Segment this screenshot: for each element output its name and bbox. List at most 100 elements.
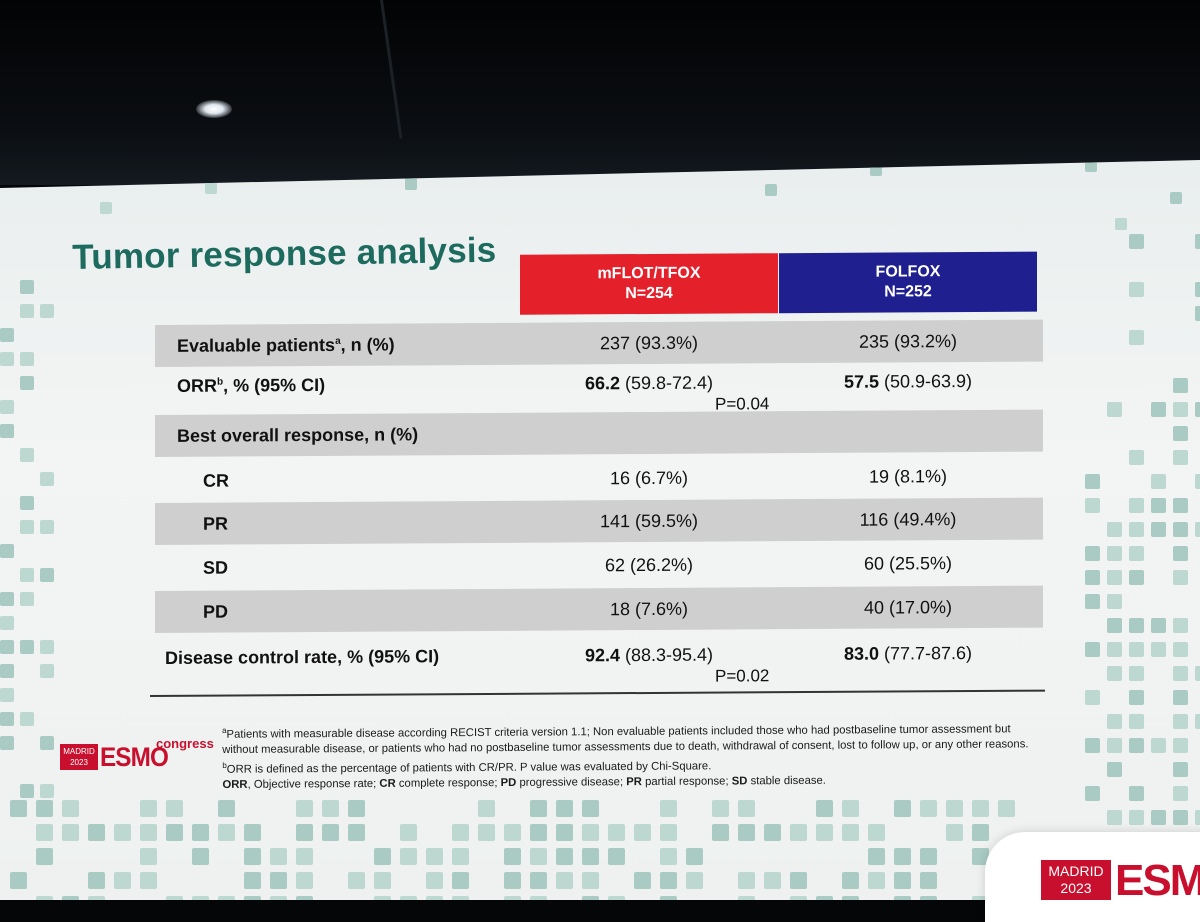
decor-square <box>0 424 14 438</box>
decor-square <box>1085 546 1100 561</box>
square-pattern <box>0 160 1200 900</box>
decor-square <box>1085 570 1100 585</box>
decor-square <box>1151 810 1166 825</box>
decor-square <box>556 872 573 889</box>
decor-square <box>530 872 547 889</box>
decor-square <box>20 496 34 510</box>
decor-square <box>660 800 677 817</box>
decor-square <box>426 848 443 865</box>
decor-square <box>556 848 573 865</box>
column-name-folfox: FOLFOX <box>875 263 941 281</box>
decor-square <box>1195 810 1200 825</box>
decor-square <box>738 896 755 900</box>
value-pr-folfox: 116 (49.4%) <box>859 509 957 530</box>
decor-square <box>816 824 833 841</box>
decor-square <box>244 872 261 889</box>
decor-square <box>1129 330 1144 345</box>
decor-square <box>40 736 54 750</box>
decor-square <box>920 872 937 889</box>
decor-square <box>1107 594 1122 609</box>
decor-square <box>10 872 27 889</box>
decor-square <box>0 688 14 702</box>
decor-square <box>270 848 287 865</box>
decor-square <box>400 896 417 900</box>
decor-square <box>1151 474 1166 489</box>
decor-square <box>660 848 677 865</box>
decor-square <box>0 712 14 726</box>
decor-square <box>946 824 963 841</box>
decor-square <box>452 848 469 865</box>
decor-square <box>894 872 911 889</box>
ceiling-cable <box>380 0 403 139</box>
decor-square <box>0 328 14 342</box>
decor-square <box>140 800 157 817</box>
decor-square <box>1173 450 1188 465</box>
decor-square <box>972 848 989 865</box>
decor-square <box>1115 218 1127 230</box>
decor-square <box>40 520 54 534</box>
decor-square <box>405 178 417 190</box>
value-pd-folfox: 40 (17.0%) <box>863 597 953 618</box>
decor-square <box>36 896 53 900</box>
decor-square <box>868 824 885 841</box>
decor-square <box>556 824 573 841</box>
decor-square <box>1173 498 1188 513</box>
decor-square <box>20 448 34 462</box>
decor-square <box>582 872 599 889</box>
value-sd-folfox: 60 (25.5%) <box>863 553 953 574</box>
decor-square <box>504 848 521 865</box>
decor-square <box>582 896 599 900</box>
decor-square <box>166 824 183 841</box>
decor-square <box>20 712 34 726</box>
decor-square <box>1151 522 1166 537</box>
decor-square <box>1173 522 1188 537</box>
logo-congress: congress <box>156 736 214 751</box>
decor-square <box>374 896 391 900</box>
decor-square <box>1195 666 1200 681</box>
decor-square <box>1085 474 1100 489</box>
column-n-folfox: N=252 <box>884 283 932 301</box>
decor-square <box>894 800 911 817</box>
decor-square <box>1195 234 1200 249</box>
decor-square <box>608 824 625 841</box>
decor-square <box>166 896 183 900</box>
decor-square <box>582 848 599 865</box>
table-row-pr: PR 141 (59.5%) 116 (49.4%) <box>155 497 1043 545</box>
decor-square <box>205 182 217 194</box>
decor-square <box>842 872 859 889</box>
decor-square <box>0 544 14 558</box>
decor-square <box>582 824 599 841</box>
decor-square <box>530 896 547 900</box>
decor-square <box>114 872 131 889</box>
decor-square <box>348 872 365 889</box>
decor-square <box>790 824 807 841</box>
decor-square <box>868 872 885 889</box>
row-label-sd: SD <box>203 557 229 578</box>
decor-square <box>582 800 599 817</box>
footnotes: aPatients with measurable disease accord… <box>222 717 1042 792</box>
value-cr-mflot: 16 (6.7%) <box>609 467 689 489</box>
decor-square <box>1129 714 1144 729</box>
decor-square <box>88 872 105 889</box>
table-row-best-overall: Best overall response, n (%) <box>155 409 1043 457</box>
decor-square <box>1195 306 1200 321</box>
decor-square <box>1107 402 1122 417</box>
decor-square <box>1129 690 1144 705</box>
decor-square <box>20 352 34 366</box>
decorative-squares <box>0 160 1200 900</box>
column-header-mflot: mFLOT/TFOX N=254 <box>520 253 778 315</box>
row-label-pr: PR <box>203 513 229 534</box>
decor-square <box>36 848 53 865</box>
esmo-congress-logo: MADRID 2023 ESMO congress <box>60 736 214 774</box>
decor-square <box>1129 498 1144 513</box>
decor-square <box>1085 160 1097 172</box>
decor-square <box>765 184 777 196</box>
decor-square <box>36 800 53 817</box>
decor-square <box>1173 738 1188 753</box>
decor-square <box>816 800 833 817</box>
row-label-dcr: Disease control rate, % (95% CI) <box>165 646 440 668</box>
decor-square <box>218 824 235 841</box>
row-label-cr: CR <box>203 470 229 491</box>
decor-square <box>1173 402 1188 417</box>
